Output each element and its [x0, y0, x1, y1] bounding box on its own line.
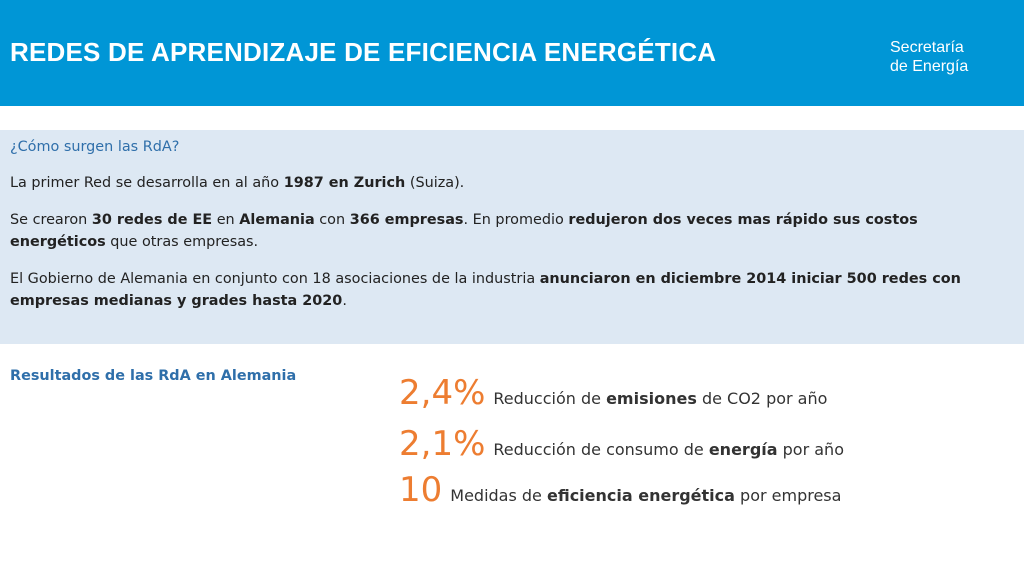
stat-description: Medidas de eficiencia energética por emp…	[450, 486, 841, 505]
info-paragraph-1: La primer Red se desarrolla en al año 19…	[10, 172, 1014, 194]
bold-run: emisiones	[606, 389, 697, 408]
results-heading: Resultados de las RdA en Alemania	[10, 368, 297, 384]
text-run: por empresa	[734, 486, 842, 505]
stat-description: Reducción de consumo de energía por año	[493, 440, 844, 459]
stat-value: 2,4%	[399, 373, 486, 413]
bold-run: 1987 en Zurich	[283, 175, 406, 191]
text-run: El Gobierno de Alemania en conjunto con …	[10, 271, 540, 287]
logo-line-2: de Energía	[890, 58, 969, 75]
text-run: (Suiza).	[405, 175, 465, 191]
stat-description: Reducción de emisiones de CO2 por año	[493, 389, 827, 408]
logo-line-1: Secretaría	[890, 39, 964, 56]
text-run: . En promedio	[463, 212, 569, 228]
text-run: .	[342, 293, 347, 309]
stat-emissions: 2,4% Reducción de emisiones de CO2 por añ…	[399, 373, 827, 413]
info-box: ¿Cómo surgen las RdA? La primer Red se d…	[0, 130, 1024, 344]
bold-run: 30 redes de EE	[91, 212, 213, 228]
info-paragraph-3: El Gobierno de Alemania en conjunto con …	[10, 268, 1014, 312]
info-question: ¿Cómo surgen las RdA?	[10, 139, 180, 155]
stat-measures: 10 Medidas de eficiencia energética por e…	[399, 470, 841, 510]
bold-run: Alemania	[239, 212, 315, 228]
text-run: que otras empresas.	[105, 234, 259, 250]
stat-value: 2,1%	[399, 424, 486, 464]
stat-value: 10	[399, 470, 443, 510]
text-run: Reducción de consumo de	[493, 440, 709, 459]
text-run: Se crearon	[10, 212, 92, 228]
secretaria-energia-logo: Secretaría de Energía	[890, 38, 968, 76]
bold-run: eficiencia energética	[546, 486, 735, 505]
page-title: REDES DE APRENDIZAJE DE EFICIENCIA ENERG…	[10, 37, 717, 67]
text-run: Reducción de	[493, 389, 607, 408]
stat-energy: 2,1% Reducción de consumo de energía por …	[399, 424, 844, 464]
bold-run: redujeron dos veces mas rápido sus costo…	[10, 212, 918, 250]
text-run: por año	[777, 440, 844, 459]
bold-run: anunciaron en diciembre 2014 iniciar 500…	[10, 271, 961, 309]
text-run: Medidas de	[450, 486, 547, 505]
text-run: La primer Red se desarrolla en al año	[10, 175, 284, 191]
header-bar: REDES DE APRENDIZAJE DE EFICIENCIA ENERG…	[0, 0, 1024, 106]
text-run: con	[314, 212, 350, 228]
info-paragraph-2: Se crearon 30 redes de EE en Alemania co…	[10, 209, 1014, 253]
text-run: en	[212, 212, 240, 228]
text-run: de CO2 por año	[696, 389, 828, 408]
bold-run: 366 empresas	[349, 212, 464, 228]
bold-run: energía	[708, 440, 778, 459]
